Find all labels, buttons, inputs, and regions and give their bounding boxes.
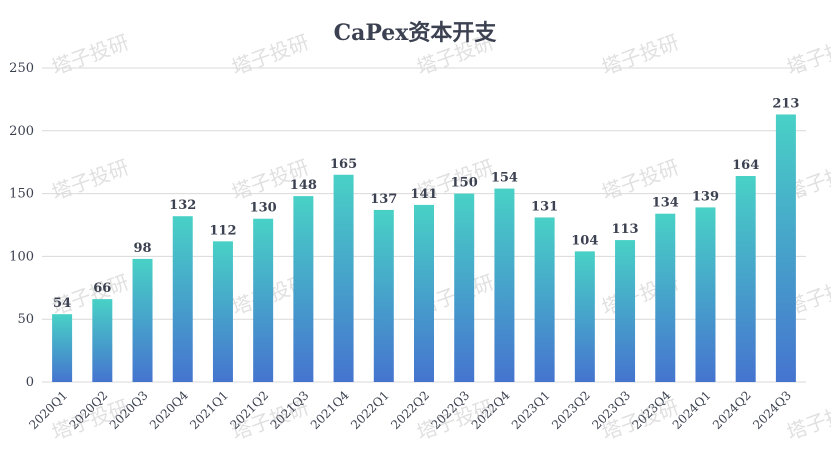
data-label: 130	[250, 201, 277, 216]
y-tick-label: 0	[26, 375, 34, 390]
data-label: 137	[370, 192, 397, 207]
bar	[775, 114, 796, 383]
data-label: 154	[491, 171, 518, 186]
data-label: 98	[133, 241, 151, 256]
data-label: 104	[571, 233, 598, 248]
bar	[172, 216, 193, 382]
bar	[333, 174, 354, 382]
data-label: 141	[410, 187, 437, 202]
data-label: 112	[209, 223, 236, 238]
x-tick-label: 2021Q4	[308, 388, 352, 432]
y-tick-label: 200	[9, 124, 34, 139]
x-tick-label: 2020Q4	[147, 388, 191, 432]
data-label: 54	[53, 296, 71, 311]
bar	[212, 241, 233, 382]
bar	[615, 240, 636, 382]
data-label: 213	[772, 96, 799, 111]
data-label: 139	[692, 189, 719, 204]
x-tick-label: 2023Q2	[549, 388, 593, 432]
watermark-text: 塔子投研	[49, 30, 132, 80]
data-label: 148	[290, 178, 317, 193]
data-label: 131	[531, 199, 558, 214]
x-tick-label: 2023Q1	[509, 388, 553, 432]
data-label: 150	[451, 176, 478, 191]
bar	[494, 188, 515, 382]
x-tick-label: 2022Q1	[348, 388, 392, 432]
bar	[52, 314, 73, 382]
chart-title: CaPex资本开支	[334, 20, 498, 46]
watermark-text: 塔子投研	[49, 155, 132, 205]
watermark-text: 塔子投研	[784, 30, 831, 80]
data-label: 165	[330, 157, 357, 172]
bar	[373, 209, 394, 382]
bar	[534, 217, 555, 382]
watermark-text: 塔子投研	[784, 395, 831, 445]
data-label: 134	[652, 196, 679, 211]
bar	[414, 204, 434, 382]
bar	[253, 218, 274, 382]
watermark-text: 塔子投研	[229, 30, 312, 80]
bar	[655, 213, 676, 382]
y-tick-label: 150	[9, 187, 34, 202]
x-tick-label: 2024Q2	[710, 388, 754, 432]
bars	[52, 114, 796, 383]
data-label: 66	[93, 281, 111, 296]
bar	[132, 258, 153, 382]
bar	[454, 193, 475, 382]
y-axis-ticks: 0 50 100 150 200 250	[9, 61, 34, 390]
y-tick-label: 250	[9, 61, 34, 76]
data-label: 132	[169, 198, 196, 213]
bar	[92, 299, 113, 382]
bar	[695, 207, 716, 382]
watermark-text: 塔子投研	[49, 270, 132, 320]
bar	[293, 196, 314, 382]
data-labels: 54 66 98 132 112 130 148 165 137 141 150 154 131 104 1…	[53, 96, 799, 311]
x-tick-label: 2021Q1	[187, 388, 231, 432]
bar	[735, 176, 756, 382]
y-tick-label: 100	[9, 249, 34, 264]
y-tick-label: 50	[17, 312, 34, 327]
watermark-text: 塔子投研	[599, 30, 682, 80]
data-label: 164	[732, 158, 759, 173]
data-label: 113	[611, 222, 638, 237]
bar	[574, 251, 595, 382]
